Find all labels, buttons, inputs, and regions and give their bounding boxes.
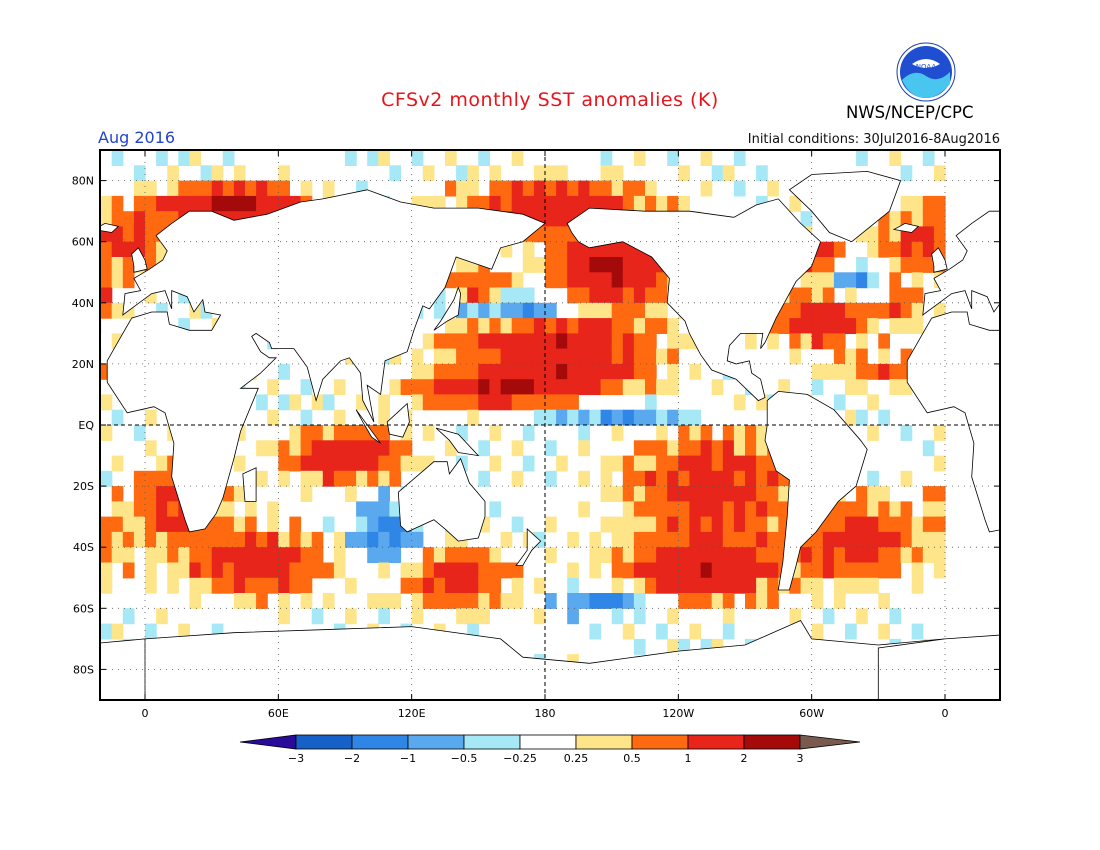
landmass xyxy=(435,427,480,457)
forecast-month: Aug 2016 xyxy=(98,128,176,147)
landmass xyxy=(566,198,822,402)
lat-label: 60S xyxy=(73,602,94,615)
landmass xyxy=(1043,468,1056,502)
lon-label: 120W xyxy=(662,707,694,720)
land-mask xyxy=(0,170,1056,700)
legend-swatch xyxy=(743,734,801,750)
legend-swatch xyxy=(687,734,745,750)
legend-label: 1 xyxy=(685,752,692,765)
legend-label: −1 xyxy=(400,752,416,765)
svg-text:NOAA: NOAA xyxy=(916,63,937,71)
legend-swatch xyxy=(351,734,409,750)
lon-label: 60W xyxy=(799,707,824,720)
lat-label: 60N xyxy=(72,236,94,249)
legend-label: −0.25 xyxy=(503,752,537,765)
legend-label: 2 xyxy=(741,752,748,765)
landmass xyxy=(515,527,542,566)
landmass xyxy=(0,391,67,590)
color-legend: −3 −2 −1 −0.5 −0.25 0.25 0.5 1 2 3 xyxy=(239,734,861,765)
legend-label: −2 xyxy=(344,752,360,765)
legend-swatch xyxy=(463,734,521,750)
landmass xyxy=(906,210,1000,533)
legend-label: −3 xyxy=(288,752,304,765)
landmass xyxy=(100,222,120,233)
landmass xyxy=(397,457,486,542)
legend-swatch xyxy=(799,734,861,750)
lat-label: 20N xyxy=(72,358,94,371)
landmass xyxy=(877,634,1000,700)
lat-label: 80N xyxy=(72,175,94,188)
landmass xyxy=(764,390,868,591)
legend-swatch xyxy=(631,734,689,750)
landmass xyxy=(433,286,462,331)
initial-conditions: Initial conditions: 30Jul2016-8Aug2016 xyxy=(747,132,1000,147)
noaa-logo: NOAA xyxy=(896,42,956,102)
agency-label: NWS/NCEP/CPC xyxy=(846,103,974,122)
lon-label: 60E xyxy=(268,707,289,720)
landmass xyxy=(106,189,546,533)
lon-label: 120E xyxy=(398,707,426,720)
legend-label: 0.5 xyxy=(623,752,641,765)
landmass xyxy=(355,409,381,444)
legend-label: 3 xyxy=(797,752,804,765)
legend-label: −0.5 xyxy=(451,752,478,765)
legend-label: 0.25 xyxy=(564,752,589,765)
legend-swatch xyxy=(575,734,633,750)
lon-label: 0 xyxy=(941,707,948,720)
grid-lines xyxy=(100,150,1000,700)
lat-label: 80S xyxy=(73,663,94,676)
lat-label: 40N xyxy=(72,297,94,310)
landmass xyxy=(931,247,948,273)
legend-swatch xyxy=(519,734,577,750)
lat-label: 40S xyxy=(73,541,94,554)
landmass xyxy=(0,199,21,401)
legend-swatch xyxy=(239,734,297,750)
landmass xyxy=(131,247,148,273)
landmass xyxy=(788,170,902,243)
landmass xyxy=(386,402,410,438)
landmass xyxy=(892,222,920,233)
legend-swatch xyxy=(295,734,353,750)
legend-swatch xyxy=(407,734,465,750)
chart-title: CFSv2 monthly SST anomalies (K) xyxy=(381,89,719,111)
lat-label: 20S xyxy=(73,480,94,493)
landmass xyxy=(242,467,257,502)
lat-label: EQ xyxy=(78,419,94,432)
lon-label: 0 xyxy=(142,707,149,720)
axis-ticks: 80N 60N 40N 20N EQ 20S 40S 60S 80S 0 60E 120E 180 120… xyxy=(72,150,1000,720)
landmass xyxy=(100,619,946,700)
lon-label: 180 xyxy=(534,707,555,720)
